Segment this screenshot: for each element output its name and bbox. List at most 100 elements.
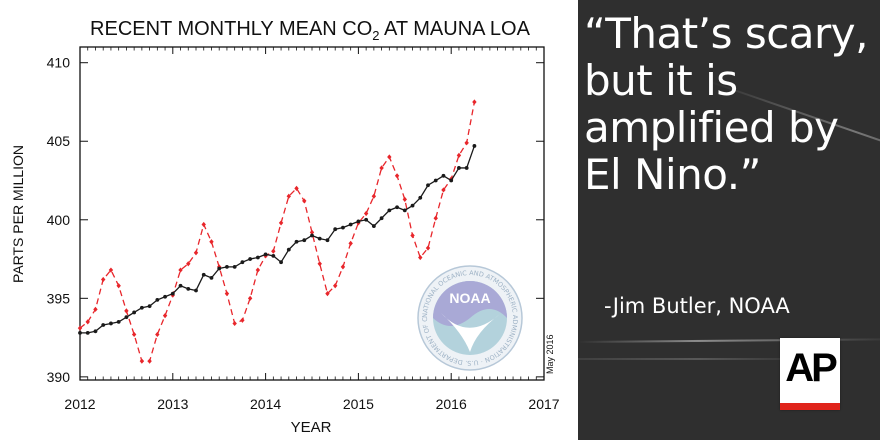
data-point-monthly-mean [302,198,307,204]
data-point-corrected [310,233,314,238]
x-tick-label: 2015 [343,396,374,412]
data-point-monthly-mean [201,221,206,228]
data-point-corrected [472,144,477,148]
data-point-corrected [395,205,399,210]
date-annotation: May 2016 [545,334,555,374]
data-point-corrected [333,227,338,232]
x-tick-label: 2013 [157,396,188,412]
data-point-corrected [426,183,430,188]
data-point-corrected [387,208,392,213]
chart-title-subscript: 2 [372,28,379,43]
y-tick-label: 405 [47,133,71,149]
data-point-monthly-mean [371,193,377,199]
data-point-corrected [186,286,191,291]
data-point-monthly-mean [418,254,423,261]
data-point-corrected [194,288,198,293]
light-streak [578,358,818,360]
data-point-monthly-mean [394,173,400,179]
x-tick-label: 2016 [436,396,467,412]
series-line-corrected [80,145,476,334]
data-point-corrected [147,304,152,309]
data-point-corrected [225,265,229,269]
x-tick-label: 2014 [250,396,281,412]
data-point-monthly-mean [77,325,83,331]
noaa-logo-sky [433,281,507,326]
data-point-monthly-mean [294,185,299,191]
data-point-corrected [418,195,423,200]
y-tick-label: 395 [47,290,71,306]
x-axis-label: YEAR [291,419,332,436]
data-point-corrected [325,238,330,243]
series-layer [77,99,477,364]
data-point-corrected [209,276,214,280]
data-point-corrected [317,236,322,241]
noaa-logo-bird [441,313,500,352]
data-point-corrected [364,217,369,222]
co2-chart: RECENT MONTHLY MEAN CO2 AT MAUNA LOA 201… [0,0,560,436]
data-point-monthly-mean [433,215,438,221]
data-point-monthly-mean [240,317,245,323]
data-point-monthly-mean [178,267,183,273]
data-point-corrected [294,239,299,244]
data-point-corrected [132,310,137,315]
data-point-corrected [379,216,384,221]
data-point-monthly-mean [441,187,446,193]
chart-title: RECENT MONTHLY MEAN CO2 AT MAUNA LOA [90,18,531,43]
data-point-monthly-mean [93,306,98,312]
data-point-corrected [240,260,245,265]
data-point-monthly-mean [278,220,284,226]
data-point-monthly-mean [162,312,168,319]
data-point-monthly-mean [155,331,160,338]
data-point-monthly-mean [209,239,214,245]
data-point-corrected [217,266,222,271]
data-point-monthly-mean [224,291,230,297]
data-point-corrected [232,265,237,269]
data-point-corrected [449,178,454,183]
data-point-monthly-mean [116,283,121,289]
chart-title-main: RECENT MONTHLY MEAN CO [90,18,372,40]
data-point-monthly-mean [425,245,431,251]
data-point-monthly-mean [363,210,369,217]
ap-logo-bar [780,403,840,410]
data-point-corrected [371,224,376,228]
data-point-corrected [101,323,106,327]
y-tick-label: 400 [47,212,71,228]
data-point-monthly-mean [340,264,346,270]
data-point-corrected [402,208,407,213]
data-point-corrected [155,297,160,302]
data-point-corrected [85,330,90,335]
data-point-corrected [78,330,82,335]
data-point-corrected [356,219,361,224]
quote-text: “That’s scary, but it is amplified by El… [584,9,869,199]
x-tick-label: 2012 [64,396,95,412]
data-point-monthly-mean [410,232,415,239]
data-point-monthly-mean [247,295,253,301]
data-point-corrected [139,305,144,310]
chart-title-suffix: AT MAUNA LOA [380,18,531,40]
data-point-monthly-mean [139,358,145,364]
data-point-monthly-mean [124,308,129,314]
data-point-corrected [170,291,175,296]
data-point-corrected [109,321,113,326]
data-point-monthly-mean [131,331,137,338]
data-point-corrected [124,315,129,320]
chart-panel: RECENT MONTHLY MEAN CO2 AT MAUNA LOA 201… [0,0,560,436]
noaa-logo-label: NOAA [449,290,490,306]
x-tick-label: 2017 [528,396,559,412]
data-point-monthly-mean [286,193,291,199]
data-point-corrected [457,166,461,170]
data-point-monthly-mean [186,261,191,267]
ap-logo: AP [780,338,840,410]
data-point-monthly-mean [85,319,90,325]
data-point-monthly-mean [147,358,152,364]
data-point-monthly-mean [255,267,261,273]
data-point-monthly-mean [317,261,322,267]
data-point-monthly-mean [456,152,462,158]
data-point-monthly-mean [472,99,477,105]
data-point-monthly-mean [232,320,237,327]
data-point-corrected [271,254,276,258]
data-point-monthly-mean [464,140,469,146]
data-point-corrected [441,173,446,178]
data-point-monthly-mean [387,154,392,160]
data-point-corrected [341,225,345,230]
